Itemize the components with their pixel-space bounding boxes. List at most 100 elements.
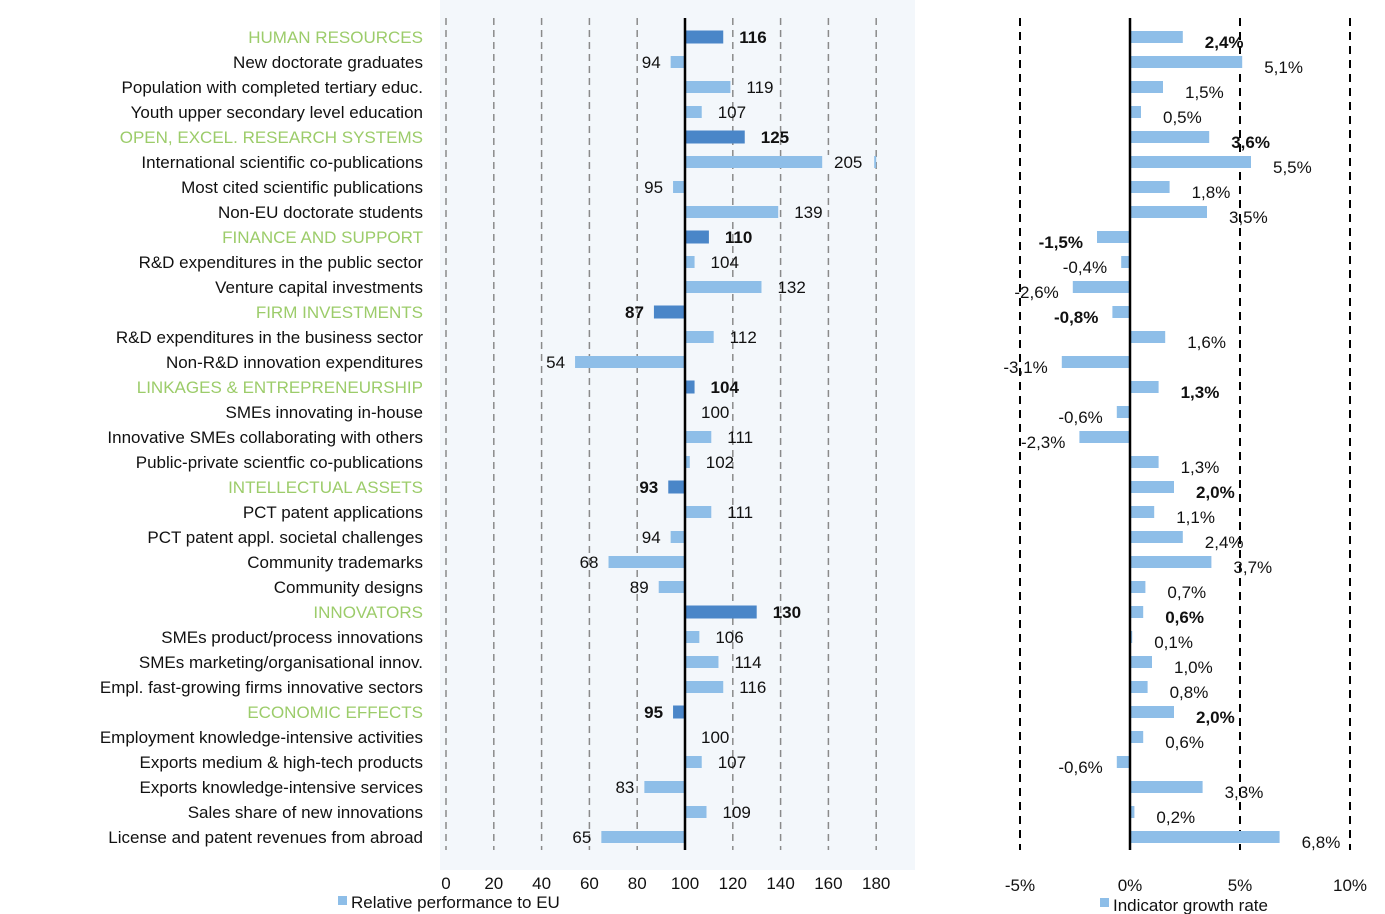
- growth-value-label: 5,5%: [1273, 158, 1312, 177]
- growth-bar: [1130, 206, 1207, 218]
- group-header-label: HUMAN RESOURCES: [248, 28, 423, 47]
- growth-value-label: -2,3%: [1021, 433, 1065, 452]
- growth-bar: [1130, 131, 1210, 143]
- group-performance-bar: [685, 230, 709, 244]
- performance-value-label: 95: [644, 703, 663, 722]
- growth-bar: [1079, 431, 1130, 443]
- performance-value-label: 116: [739, 28, 766, 47]
- growth-tick-label: -5%: [1005, 876, 1035, 895]
- growth-value-label: -0,4%: [1063, 258, 1107, 277]
- performance-value-label: 104: [711, 253, 739, 272]
- group-header-label: OPEN, EXCEL. RESEARCH SYSTEMS: [120, 128, 423, 147]
- indicator-label: Population with completed tertiary educ.: [122, 78, 423, 97]
- growth-value-label: 1,5%: [1185, 83, 1224, 102]
- performance-value-label: 109: [723, 803, 751, 822]
- growth-value-label: 6,8%: [1302, 833, 1341, 852]
- growth-value-label: 1,3%: [1181, 458, 1220, 477]
- growth-value-label: 1,0%: [1174, 658, 1213, 677]
- performance-tick-label: 140: [766, 874, 794, 893]
- indicator-performance-bar: [685, 281, 762, 293]
- growth-value-label: -3,1%: [1003, 358, 1047, 377]
- growth-bar: [1130, 106, 1141, 118]
- growth-value-label: 1,8%: [1192, 183, 1231, 202]
- indicator-label: Empl. fast-growing firms innovative sect…: [100, 678, 423, 697]
- growth-value-label: -2,6%: [1014, 283, 1058, 302]
- growth-tick-label: 0%: [1118, 876, 1143, 895]
- performance-value-label: 205: [834, 153, 862, 172]
- group-performance-bar: [653, 305, 685, 319]
- performance-value-label: 95: [644, 178, 663, 197]
- indicator-label: Sales share of new innovations: [188, 803, 423, 822]
- performance-tick-label: 180: [862, 874, 890, 893]
- growth-bar: [1130, 831, 1280, 843]
- growth-axis-ticks: -5% 0% 5% 10%: [1005, 876, 1367, 895]
- indicator-label: Non-R&D innovation expenditures: [166, 353, 423, 372]
- indicator-label: License and patent revenues from abroad: [108, 828, 423, 847]
- performance-tick-label: 120: [719, 874, 747, 893]
- indicator-label: PCT patent applications: [243, 503, 423, 522]
- indicator-performance-bar: [685, 331, 714, 343]
- indicator-labels: HUMAN RESOURCES New doctorate graduates Po…: [100, 28, 423, 847]
- performance-value-label: 107: [718, 103, 746, 122]
- growth-bar: [1130, 681, 1148, 693]
- growth-legend-label: Indicator growth rate: [1113, 896, 1268, 914]
- indicator-label: Community designs: [274, 578, 423, 597]
- performance-value-label: 106: [715, 628, 743, 647]
- performance-value-label: 93: [639, 478, 658, 497]
- growth-value-label: 3,3%: [1225, 783, 1264, 802]
- growth-bar: [1061, 356, 1130, 368]
- performance-value-label: 65: [572, 828, 591, 847]
- group-performance-bar: [673, 705, 685, 719]
- growth-bar: [1116, 406, 1130, 418]
- performance-value-label: 130: [773, 603, 801, 622]
- performance-value-label: 54: [546, 353, 565, 372]
- indicator-label: Most cited scientific publications: [181, 178, 423, 197]
- group-performance-bar: [685, 605, 757, 619]
- indicator-performance-bar: [685, 456, 690, 468]
- growth-bar: [1130, 781, 1203, 793]
- performance-value-label: 111: [727, 428, 753, 447]
- indicator-label: Venture capital investments: [215, 278, 423, 297]
- performance-value-label: 68: [580, 553, 599, 572]
- indicator-label: Community trademarks: [247, 553, 423, 572]
- indicator-performance-bar: [673, 181, 685, 193]
- performance-value-label: 110: [725, 228, 752, 247]
- performance-legend-swatch: [338, 896, 347, 905]
- performance-value-label: 119: [746, 78, 773, 97]
- growth-value-label: 1,3%: [1181, 383, 1220, 402]
- indicator-performance-bar: [670, 531, 685, 543]
- indicator-label: R&D expenditures in the public sector: [139, 253, 424, 272]
- growth-value-label: 0,6%: [1165, 608, 1204, 627]
- indicator-performance-bar: [644, 781, 685, 793]
- indicator-label: Non-EU doctorate students: [218, 203, 423, 222]
- growth-bar: [1116, 756, 1130, 768]
- growth-bar: [1130, 656, 1152, 668]
- performance-tick-label: 160: [814, 874, 842, 893]
- indicator-performance-bar: [685, 81, 731, 93]
- indicator-label: Exports knowledge-intensive services: [140, 778, 423, 797]
- group-performance-bar: [685, 130, 745, 144]
- performance-value-label: 104: [711, 378, 740, 397]
- performance-value-label: 132: [777, 278, 805, 297]
- growth-value-label: 3,6%: [1231, 133, 1270, 152]
- indicator-performance-bar: [685, 206, 779, 218]
- growth-value-label: -1,5%: [1039, 233, 1083, 252]
- indicator-label: International scientific co-publications: [141, 153, 423, 172]
- indicator-label: PCT patent appl. societal challenges: [147, 528, 423, 547]
- group-header-label: LINKAGES & ENTREPRENEURSHIP: [137, 378, 423, 397]
- performance-tick-label: 0: [441, 874, 450, 893]
- indicator-label: Youth upper secondary level education: [131, 103, 423, 122]
- growth-bar: [1130, 331, 1166, 343]
- performance-value-label: 114: [734, 653, 761, 672]
- indicator-performance-bar: [685, 506, 712, 518]
- performance-value-label: 89: [630, 578, 649, 597]
- indicator-label: SMEs innovating in-house: [225, 403, 423, 422]
- performance-value-label: 107: [718, 753, 746, 772]
- growth-value-label: 2,0%: [1196, 708, 1235, 727]
- growth-bar: [1130, 56, 1243, 68]
- group-header-label: ECONOMIC EFFECTS: [247, 703, 423, 722]
- performance-tick-label: 40: [532, 874, 551, 893]
- group-header-label: FINANCE AND SUPPORT: [222, 228, 423, 247]
- indicator-performance-bar: [685, 256, 695, 268]
- performance-value-label: 94: [642, 53, 661, 72]
